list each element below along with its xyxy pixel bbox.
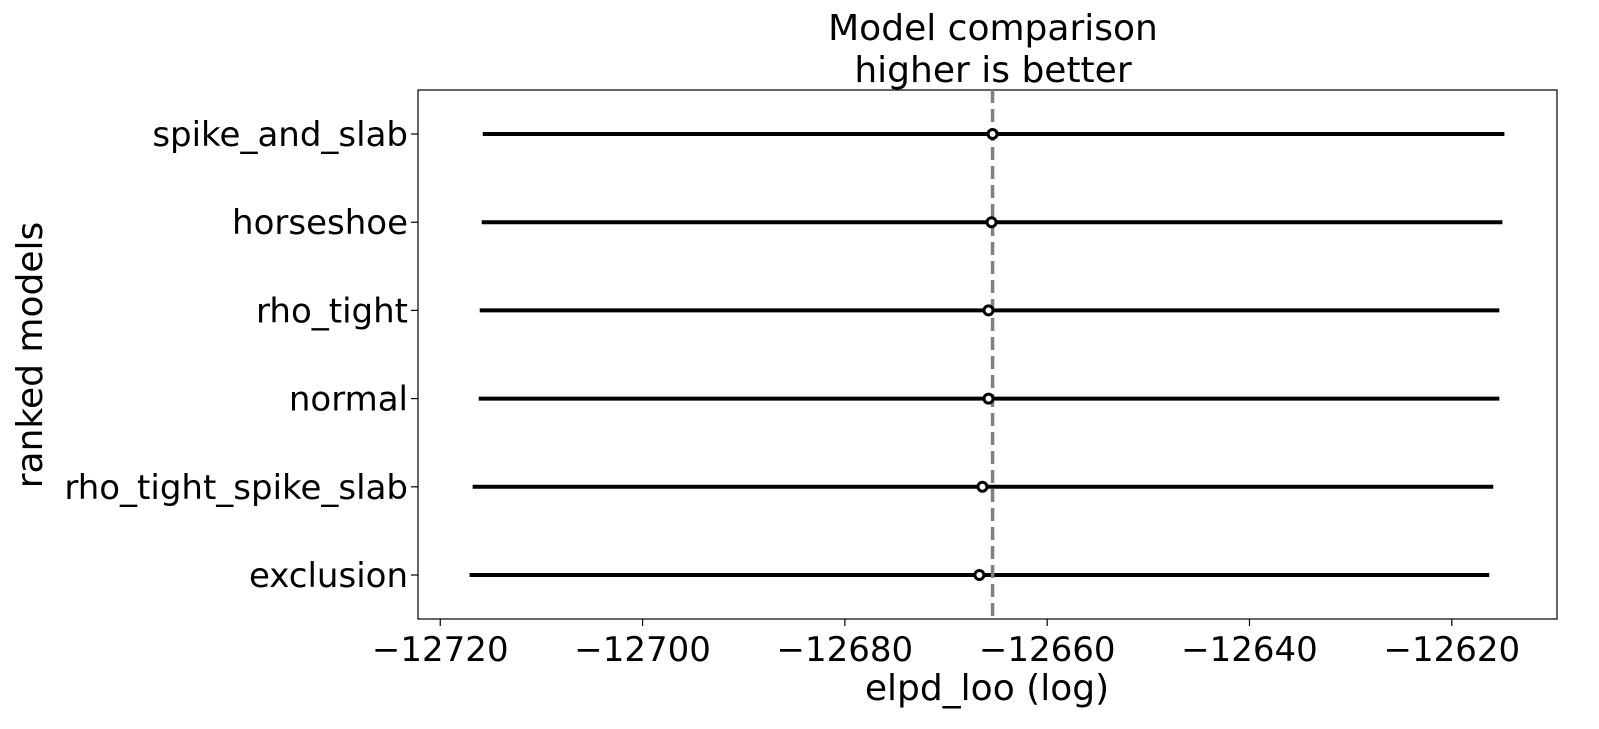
elpd-point-exclusion [973,569,986,581]
x-tick-label: −12720 [372,630,509,670]
x-tick-label: −12640 [1181,630,1318,670]
y-tick-label-rho_tight_spike_slab: rho_tight_spike_slab [64,468,408,508]
y-tick-label-spike_and_slab: spike_and_slab [152,115,408,155]
y-tick-label-rho_tight: rho_tight [256,291,408,331]
y-tick-label-horseshoe: horseshoe [232,203,408,243]
elpd-point-rho_tight_spike_slab [976,480,989,493]
elpd-point-rho_tight [982,304,995,317]
elpd-point-normal [982,392,995,405]
x-tick-label: −12660 [979,630,1116,670]
y-axis-label: ranked models [10,222,51,489]
x-tick-label: −12680 [777,630,914,670]
y-tick-label-normal: normal [289,380,408,420]
x-tick-label: −12700 [574,630,711,670]
elpd-point-spike_and_slab [986,128,999,140]
chart-title-line-1: Model comparison [828,8,1158,49]
chart-title-line-2: higher is better [854,50,1131,91]
elpd-point-horseshoe [985,216,998,229]
x-tick-label: −12620 [1383,630,1520,670]
x-axis-label: elpd_loo (log) [865,668,1109,709]
plot-frame [417,89,1558,620]
y-tick-label-exclusion: exclusion [249,556,408,596]
